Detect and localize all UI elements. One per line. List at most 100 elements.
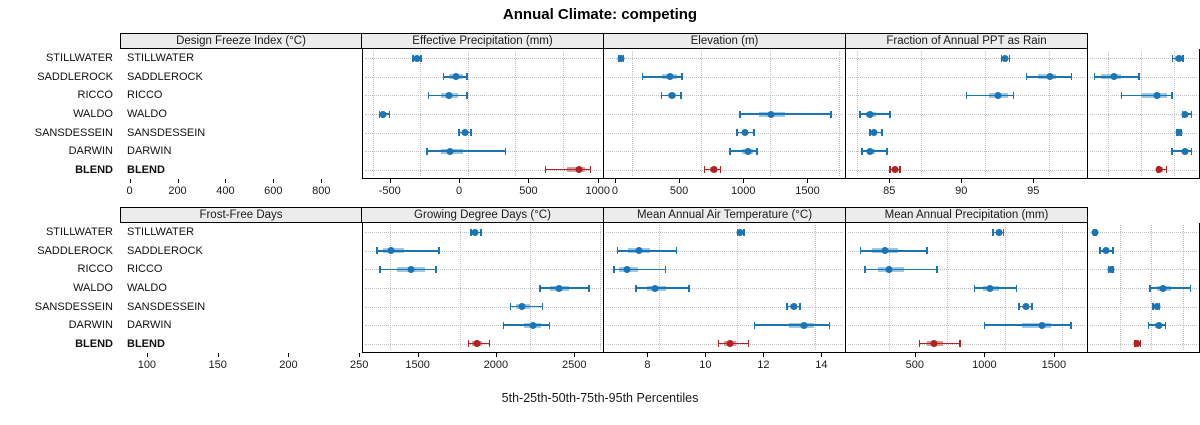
- gridline-horizontal: [848, 269, 1085, 271]
- gridline-horizontal: [606, 76, 843, 78]
- gridline-vertical: [920, 51, 922, 176]
- axis-effective-precipitation-mm: -500 0 500 1000: [362, 179, 610, 205]
- median-dot-saddlerock: [387, 247, 395, 255]
- gridline-horizontal: [365, 95, 601, 97]
- gridline-vertical: [838, 51, 840, 176]
- gridline-horizontal: [606, 95, 843, 97]
- whisker-cap-blend: [703, 166, 706, 174]
- tick-mark: [574, 353, 576, 357]
- tick-label: 12: [757, 359, 770, 371]
- whisker-darwin: [861, 150, 887, 152]
- row-label-saddlerock: SADDLEROCK: [127, 244, 203, 257]
- median-dot-blend: [1133, 340, 1141, 348]
- corner: [0, 353, 120, 379]
- median-dot-darwin: [1181, 147, 1189, 155]
- tick-label: 1000: [585, 185, 610, 197]
- median-dot-sansdessein: [870, 129, 878, 137]
- whisker-cap-blend: [959, 340, 961, 348]
- gridline-horizontal: [365, 325, 601, 327]
- tick-label: 200: [168, 185, 187, 197]
- whisker-waldo: [539, 287, 589, 289]
- median-dot-ricco: [445, 91, 453, 99]
- whisker-cap-waldo: [1149, 284, 1151, 292]
- gridline-horizontal: [848, 306, 1085, 308]
- whisker-ricco: [966, 94, 1014, 97]
- median-dot-waldo: [1181, 110, 1189, 118]
- median-dot-waldo: [986, 284, 994, 292]
- tick-mark: [288, 353, 290, 357]
- whisker-cap-stillwater: [480, 228, 482, 236]
- tick-mark: [1053, 353, 1055, 357]
- whisker-cap-saddlerock: [1099, 247, 1101, 255]
- whisker-cap-waldo: [1190, 110, 1193, 118]
- gridline-horizontal: [848, 114, 1085, 115]
- whisker-cap-ricco: [965, 91, 968, 99]
- whisker-waldo: [859, 113, 890, 115]
- whisker-cap-sansdessein: [509, 303, 512, 311]
- whisker-cap-darwin: [426, 147, 428, 155]
- gridline-vertical: [1173, 51, 1175, 176]
- gridline-horizontal: [1090, 343, 1197, 345]
- tick-label: 100: [137, 359, 157, 371]
- gridline-horizontal: [606, 114, 843, 115]
- row-label-ricco: RICCO: [127, 263, 163, 276]
- gridline-horizontal: [848, 169, 1085, 171]
- panel-strip-mean-annual-precipitation-mm: Mean Annual Precipitation (mm): [846, 207, 1088, 223]
- gridline-horizontal: [1090, 151, 1197, 153]
- panel-strip-growing-degree-days-c: Growing Degree Days (°C): [362, 207, 604, 223]
- whisker-darwin: [730, 150, 757, 152]
- gridline-horizontal: [606, 132, 843, 134]
- row-label-waldo: WALDO: [73, 108, 113, 121]
- gridline-vertical: [562, 51, 564, 176]
- gridline-vertical: [815, 225, 817, 350]
- median-dot-sansdessein: [518, 303, 526, 311]
- median-dot-stillwater: [1001, 54, 1009, 62]
- gridline-horizontal: [848, 151, 1085, 153]
- gridline-vertical: [459, 225, 461, 350]
- whisker-ricco: [864, 268, 937, 271]
- row-label-waldo: WALDO: [127, 108, 167, 121]
- whisker-darwin: [427, 150, 506, 152]
- gridline-horizontal: [1090, 169, 1197, 171]
- tick-mark: [614, 179, 616, 183]
- median-dot-darwin: [1155, 321, 1163, 329]
- median-dot-stillwater: [1175, 54, 1183, 62]
- panel-strip-fraction-of-annual-ppt-as-rain: Fraction of Annual PPT as Rain: [846, 33, 1088, 49]
- tick-label: 0: [611, 185, 618, 197]
- gridline-vertical: [984, 51, 986, 176]
- whisker-cap-sansdessein: [753, 129, 755, 137]
- median-dot-ricco: [994, 91, 1002, 99]
- gridline-horizontal: [606, 250, 843, 252]
- median-dot-sansdessein: [1022, 303, 1030, 311]
- whisker-darwin: [984, 324, 1072, 326]
- axis-fraction-of-annual-ppt-as-rain: 85 90 95: [846, 179, 1088, 205]
- gridline-horizontal: [848, 58, 1085, 60]
- gridline-horizontal: [365, 114, 601, 115]
- gridline-vertical: [467, 51, 469, 176]
- row-label-saddlerock: SADDLEROCK: [127, 70, 203, 83]
- panel-design-freeze-index-c: [362, 49, 604, 179]
- corner: [0, 179, 120, 205]
- panel-strip-design-freeze-index-c: Design Freeze Index (°C): [120, 33, 362, 49]
- whisker-cap-darwin: [1147, 321, 1150, 329]
- row-label-waldo: WALDO: [73, 282, 113, 295]
- median-dot-ricco: [1107, 265, 1115, 273]
- tick-mark: [961, 179, 963, 183]
- whisker-cap-saddlerock: [1138, 73, 1140, 81]
- row-label-stillwater: STILLWATER: [127, 52, 195, 65]
- whisker-cap-stillwater: [1002, 228, 1005, 236]
- median-dot-ricco: [1153, 91, 1161, 99]
- whisker-cap-darwin: [729, 147, 731, 155]
- whisker-waldo: [1149, 287, 1191, 289]
- whisker-blend: [545, 168, 591, 171]
- median-dot-ricco: [885, 265, 893, 273]
- tick-mark: [984, 353, 986, 357]
- median-dot-stillwater: [413, 54, 421, 62]
- gridline-horizontal: [606, 151, 843, 153]
- median-dot-stillwater: [736, 228, 744, 236]
- row-label-darwin: DARWIN: [68, 319, 113, 332]
- whisker-cap-ricco: [435, 265, 437, 273]
- whisker-cap-darwin: [828, 321, 831, 329]
- tick-mark: [528, 179, 530, 183]
- gridline-vertical: [856, 51, 858, 176]
